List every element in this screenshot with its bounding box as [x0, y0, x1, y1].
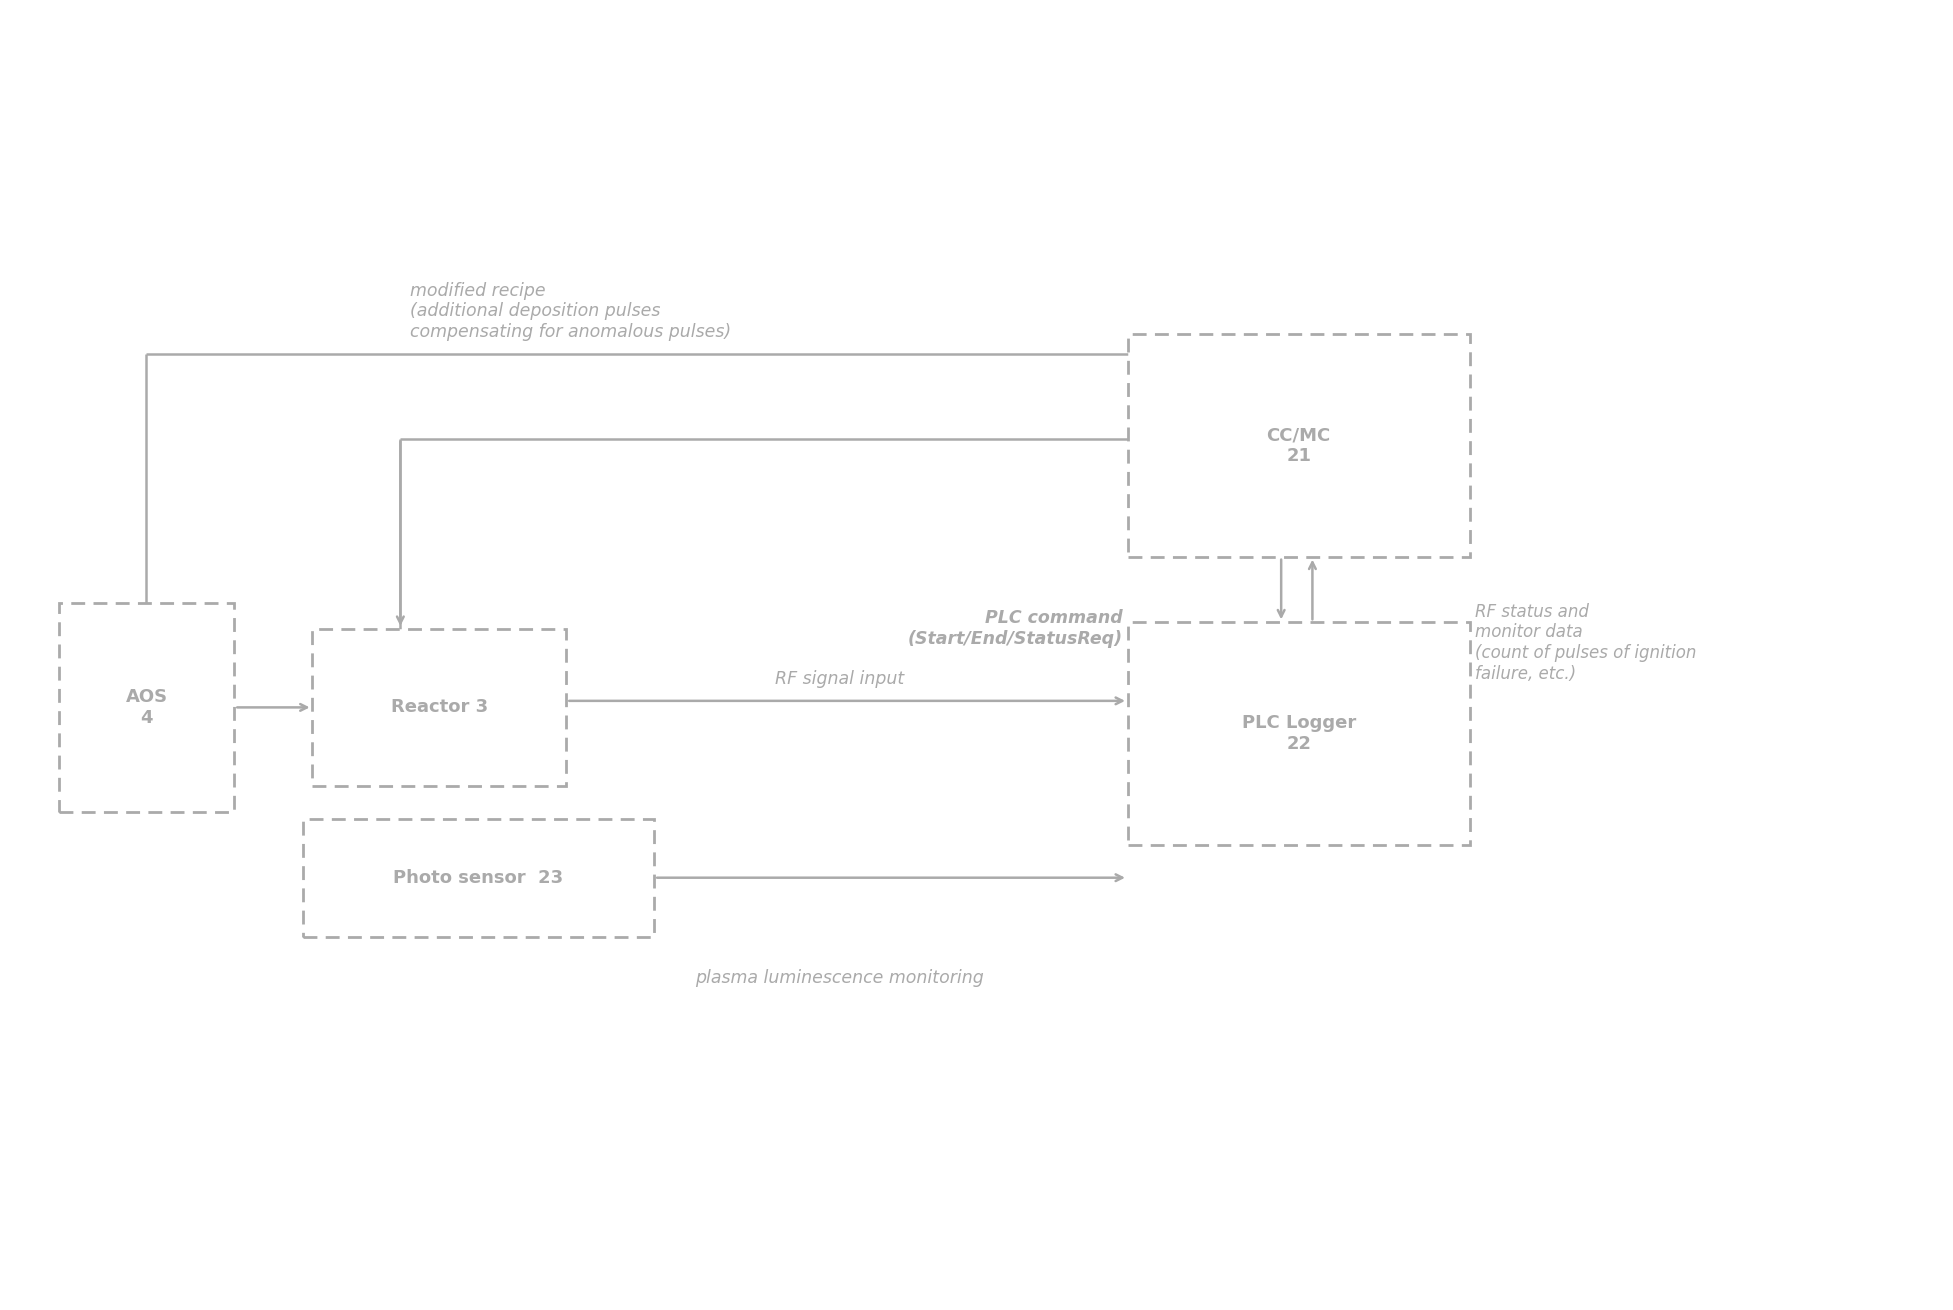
Bar: [59, 603, 234, 812]
Text: Photo sensor  23: Photo sensor 23: [393, 869, 564, 887]
Text: PLC Logger
22: PLC Logger 22: [1242, 714, 1355, 753]
Bar: [1129, 334, 1469, 557]
Text: RF signal input: RF signal input: [775, 669, 904, 688]
Text: PLC command
(Start/End/StatusReq): PLC command (Start/End/StatusReq): [908, 609, 1123, 648]
Text: RF status and
monitor data
(count of pulses of ignition
failure, etc.): RF status and monitor data (count of pul…: [1475, 603, 1695, 683]
Text: CC/MC
21: CC/MC 21: [1267, 426, 1330, 465]
Text: plasma luminescence monitoring: plasma luminescence monitoring: [695, 969, 984, 988]
Text: Reactor 3: Reactor 3: [391, 698, 488, 717]
Text: AOS
4: AOS 4: [125, 688, 168, 727]
Text: modified recipe
(additional deposition pulses
compensating for anomalous pulses): modified recipe (additional deposition p…: [410, 282, 730, 341]
Bar: [312, 629, 566, 786]
Bar: [303, 819, 654, 937]
Bar: [1129, 622, 1469, 845]
